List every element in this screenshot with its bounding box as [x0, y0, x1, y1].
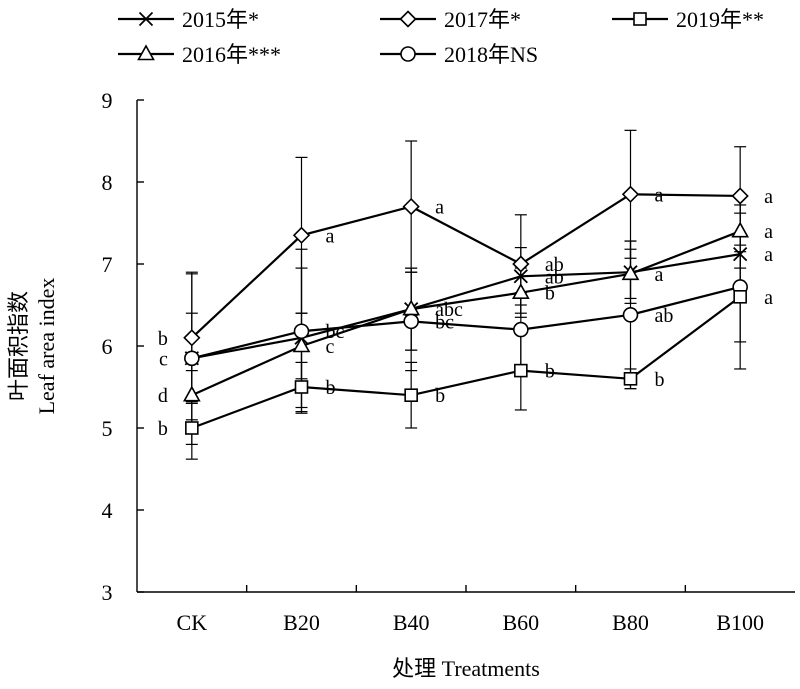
significance-letter: a: [435, 197, 444, 219]
point-diamond: [183, 329, 201, 347]
y-axis-label-en: Leaf area index: [34, 278, 59, 415]
significance-letter: b: [326, 377, 336, 399]
y-tick-label: 4: [102, 498, 113, 523]
significance-letter: c: [326, 336, 335, 358]
legend-label: 2015年*: [182, 7, 259, 32]
series-lines: [191, 193, 741, 430]
significance-letter: a: [655, 264, 664, 286]
legend-label: 2018年NS: [444, 42, 538, 67]
point-circle: [513, 321, 529, 338]
y-tick-label: 5: [102, 416, 113, 441]
series-markers: [182, 185, 750, 435]
error-bars: [185, 129, 747, 460]
legend-marker-circle: [400, 46, 416, 62]
series-line-triangle: [191, 230, 741, 397]
point-square: [404, 388, 418, 403]
point-triangle: [731, 221, 750, 238]
legend-marker-diamond: [399, 10, 417, 28]
x-tick-label: B100: [716, 610, 764, 635]
legend-item: 2017年*: [380, 7, 521, 32]
significance-letter: ab: [655, 305, 674, 327]
legend-label: 2019年**: [676, 7, 764, 32]
point-circle: [293, 323, 310, 340]
point-x: [513, 269, 528, 284]
significance-letter: ab: [545, 254, 564, 276]
point-x: [733, 247, 748, 262]
significance-letter: abc: [435, 299, 463, 321]
point-square: [185, 421, 199, 435]
significance-letter: ab: [545, 266, 564, 288]
point-diamond: [292, 226, 311, 244]
significance-letter: b: [158, 328, 168, 350]
legend-item: 2015年*: [118, 7, 259, 32]
significance-letter: b: [655, 369, 665, 391]
significance-letter: d: [158, 385, 168, 407]
point-triangle: [182, 385, 201, 402]
legend-item: 2019年**: [612, 7, 764, 32]
point-triangle: [621, 264, 640, 281]
significance-letter: a: [326, 225, 335, 247]
legend-item: 2016年***: [118, 42, 281, 67]
x-tick-label: CK: [177, 610, 208, 635]
point-circle: [622, 307, 639, 323]
series-line-circle: [191, 285, 741, 360]
x-axis-label: 处理 Treatments: [392, 656, 540, 681]
y-tick-label: 7: [102, 252, 113, 277]
significance-letter: a: [764, 287, 773, 309]
x-tick-label: B20: [283, 610, 320, 635]
series-line-diamond: [191, 193, 741, 339]
point-circle: [184, 350, 200, 367]
y-axis-label-zh: 叶面积指数: [6, 291, 31, 401]
y-tick-label: 9: [102, 88, 113, 113]
significance-letter: bc: [435, 311, 454, 333]
x-tick-label: B80: [612, 610, 649, 635]
legend-label: 2017年*: [444, 7, 521, 32]
series-line-square: [191, 295, 741, 430]
significance-letter: b: [545, 283, 555, 305]
significance-letter: a: [764, 186, 773, 208]
point-diamond: [402, 197, 420, 216]
point-square: [514, 363, 528, 378]
series-line-x: [191, 253, 741, 360]
point-diamond: [621, 185, 640, 203]
x-tick-label: B40: [393, 610, 430, 635]
significance-letter: c: [159, 348, 168, 370]
point-circle: [403, 313, 419, 330]
legend-label: 2016年***: [182, 42, 281, 67]
y-tick-label: 8: [102, 170, 113, 195]
axes: 3 4 5 6 7 8 9 CK B20 B40 B60 B80 B100: [102, 88, 795, 635]
significance-letter: b: [435, 385, 445, 407]
significance-letter: a: [764, 244, 773, 266]
legend: 2015年* 2016年*** 2017年* 2018年NS 2019年**: [118, 7, 764, 67]
legend-item: 2018年NS: [380, 42, 538, 67]
significance-letter: a: [764, 221, 773, 243]
point-square: [623, 371, 638, 386]
point-square: [733, 289, 747, 304]
x-tick-label: B60: [502, 610, 539, 635]
point-triangle: [292, 336, 311, 353]
significance-letter: bc: [326, 321, 345, 343]
legend-marker-triangle: [137, 44, 155, 61]
significance-letter: b: [545, 361, 555, 383]
significance-letter: a: [655, 184, 664, 206]
point-diamond: [731, 187, 749, 205]
y-tick-label: 6: [102, 334, 113, 359]
point-square: [294, 380, 309, 394]
legend-marker-square: [633, 12, 647, 26]
point-triangle: [511, 283, 530, 300]
significance-letter: b: [158, 418, 168, 440]
legend-marker-x: [138, 11, 154, 27]
y-tick-label: 3: [102, 580, 113, 605]
point-diamond: [512, 255, 530, 273]
